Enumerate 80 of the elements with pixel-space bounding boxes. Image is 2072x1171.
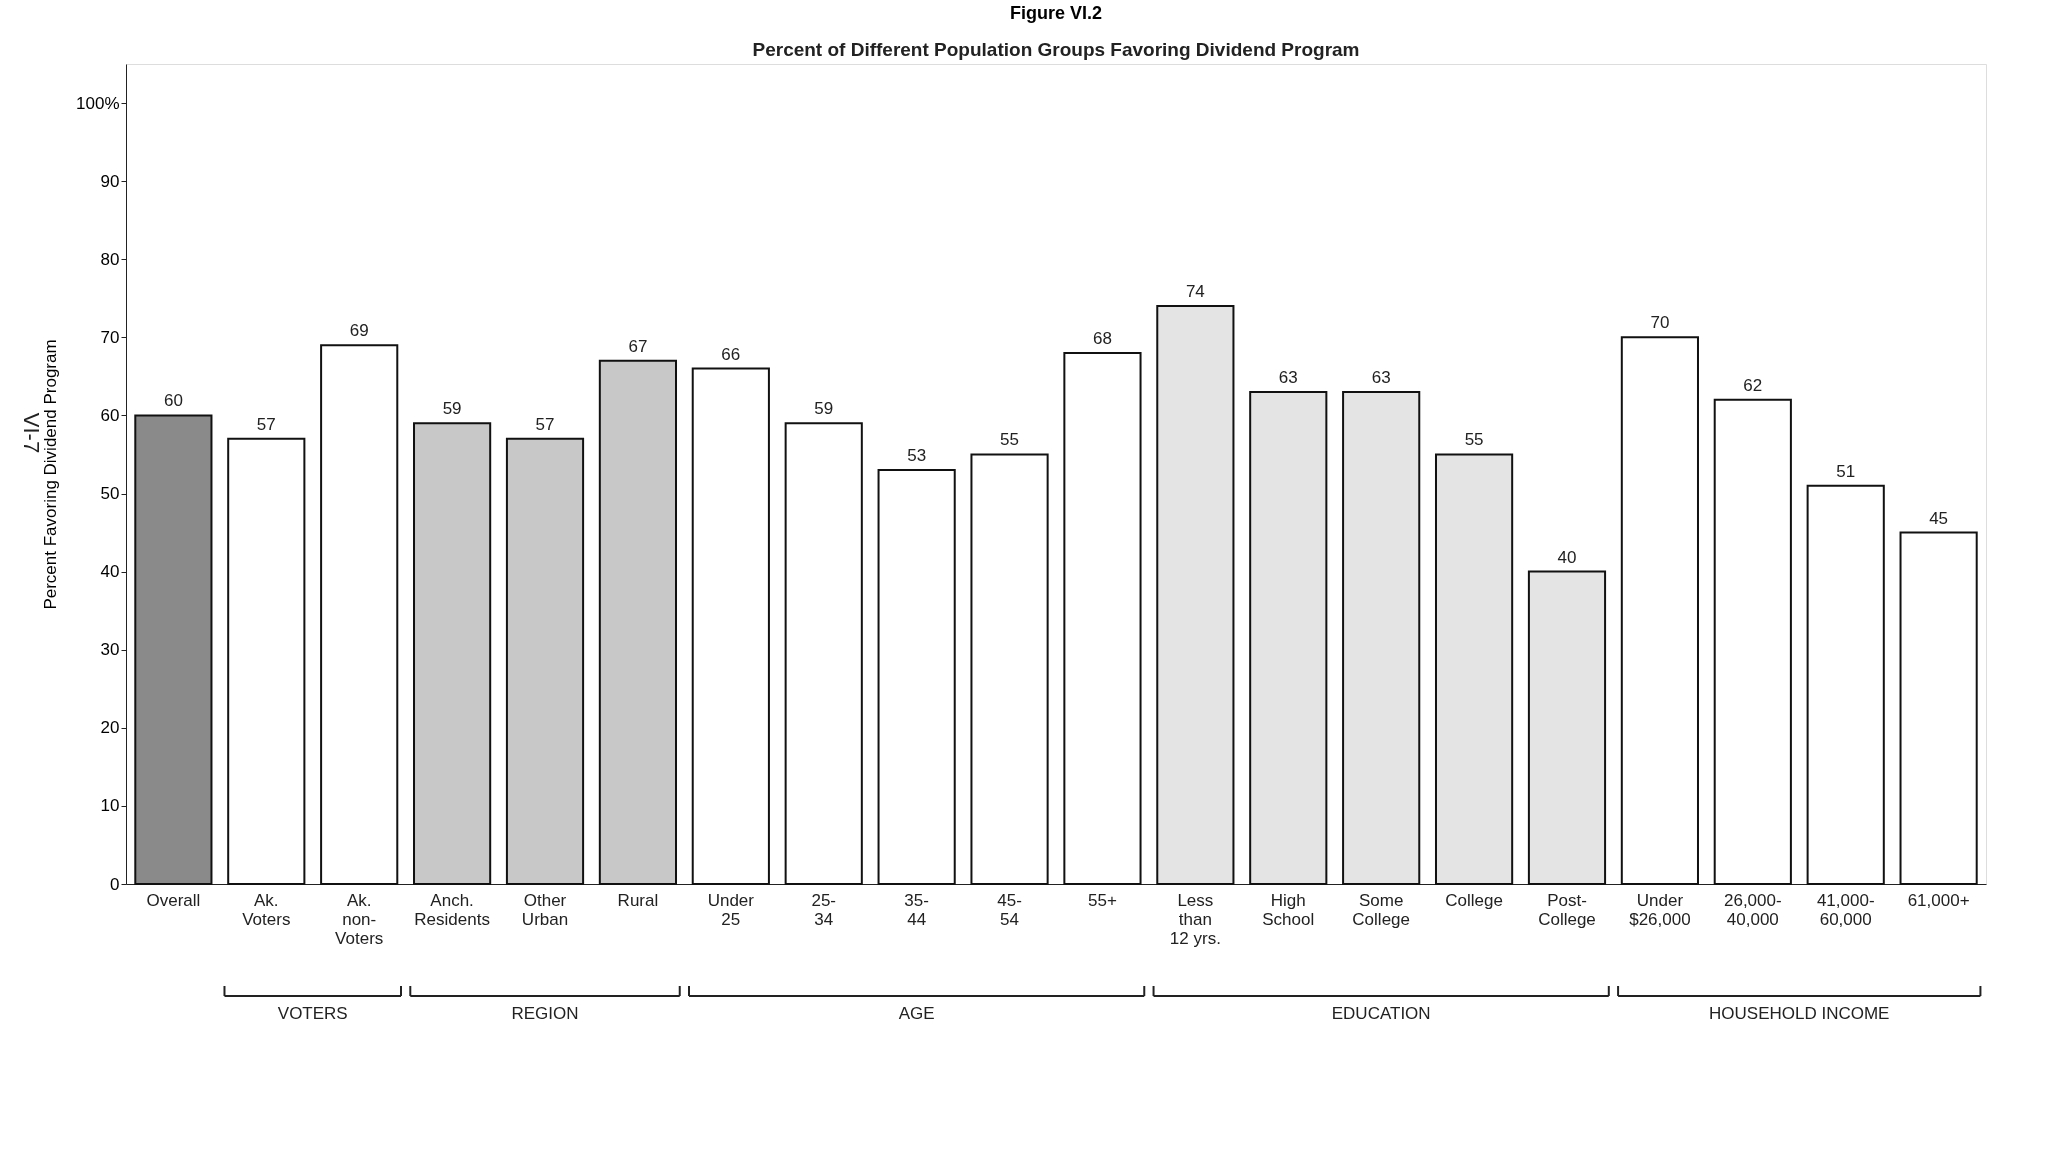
bar [784,422,863,885]
y-tick-label: 60 [100,405,120,425]
x-tick-label: 55+ [1088,890,1117,910]
x-tick-label: Other Urban [521,890,569,929]
x-tick-label: 25- 34 [811,890,837,929]
text: EDUCATION [1331,1004,1431,1023]
data-label: 60 [163,391,183,411]
x-tick-label: 41,000- 60,000 [1816,890,1875,929]
text: VI-7 [19,412,44,454]
x-tick-label: High School [1262,890,1315,929]
x-tick-label: Anch. Residents [414,890,490,929]
chart-title: Figure VI.2 [1009,3,1103,23]
y-tick-label: 50 [100,484,120,504]
bar [1527,570,1607,885]
bar [691,367,770,885]
bar [134,414,213,885]
y-tick-label: 80 [100,249,120,269]
x-tick-label: 26,000- 40,000 [1723,890,1782,929]
y-tick-label: 0 [110,874,120,894]
x-tick-label: Post- College [1538,890,1596,929]
y-tick-label: 70 [100,327,120,347]
data-label: 57 [535,414,555,434]
data-label: 55 [1000,430,1020,450]
bar [877,469,956,885]
data-label: 68 [1092,328,1112,348]
bar [598,359,678,885]
x-tick-label: Ak. non- Voters [335,890,384,948]
text: REGION [511,1004,579,1023]
bar [1063,351,1142,885]
y-tick-label: 30 [100,640,120,660]
bar [1620,336,1699,885]
bar [227,437,306,885]
x-tick-label: 45- 54 [997,890,1022,929]
x-tick-label: Under $26,000 [1629,890,1691,929]
x-tick-label: Overall [146,890,201,910]
bar [1806,484,1885,885]
y-tick-label: 10 [100,796,120,816]
bar [1342,391,1421,885]
data-label: 53 [907,446,927,466]
data-label: 59 [814,399,834,419]
data-label: 66 [721,344,741,364]
x-tick-label: Under 25 [707,890,755,929]
data-label: 63 [1371,368,1391,387]
bar [1434,453,1514,885]
x-tick-label: 61,000+ [1907,890,1970,910]
y-tick-label: 90 [100,171,120,191]
text: AGE [898,1004,935,1023]
bar [970,453,1049,885]
data-label: 45 [1929,508,1949,528]
data-label: 40 [1557,547,1577,567]
x-tick-label: Some College [1352,890,1410,929]
bar [320,344,399,885]
y-axis-title: Percent Favoring Dividend Program [41,339,61,610]
data-label: 55 [1464,430,1484,450]
chart-subtitle: Percent of Different Population Groups Favoring Dividend Program [752,39,1360,60]
data-label: 51 [1836,461,1856,481]
bar [505,437,585,885]
bar [1713,398,1792,885]
y-tick-label: 20 [100,718,120,738]
data-label: 57 [256,414,276,434]
bar [1899,531,1978,885]
x-tick-label: 35- 44 [904,890,929,929]
y-tick-label: 100% [76,93,120,113]
bar [413,422,492,885]
data-label: 63 [1278,368,1298,387]
x-tick-label: Ak. Voters [242,890,291,929]
bar [1249,391,1328,885]
text: HOUSEHOLD INCOME [1709,1004,1890,1023]
text: VOTERS [277,1004,348,1023]
x-tick-label: Rural [617,890,659,910]
data-label: 70 [1650,313,1670,333]
data-label: 74 [1185,282,1205,302]
x-tick-label: College [1445,890,1503,910]
data-label: 67 [628,336,648,356]
data-label: 69 [349,321,369,341]
data-label: 62 [1743,375,1763,395]
y-tick-label: 40 [100,562,120,582]
bar [1156,305,1235,885]
x-tick-label: Less than 12 yrs. [1169,890,1221,948]
data-label: 59 [442,399,462,419]
